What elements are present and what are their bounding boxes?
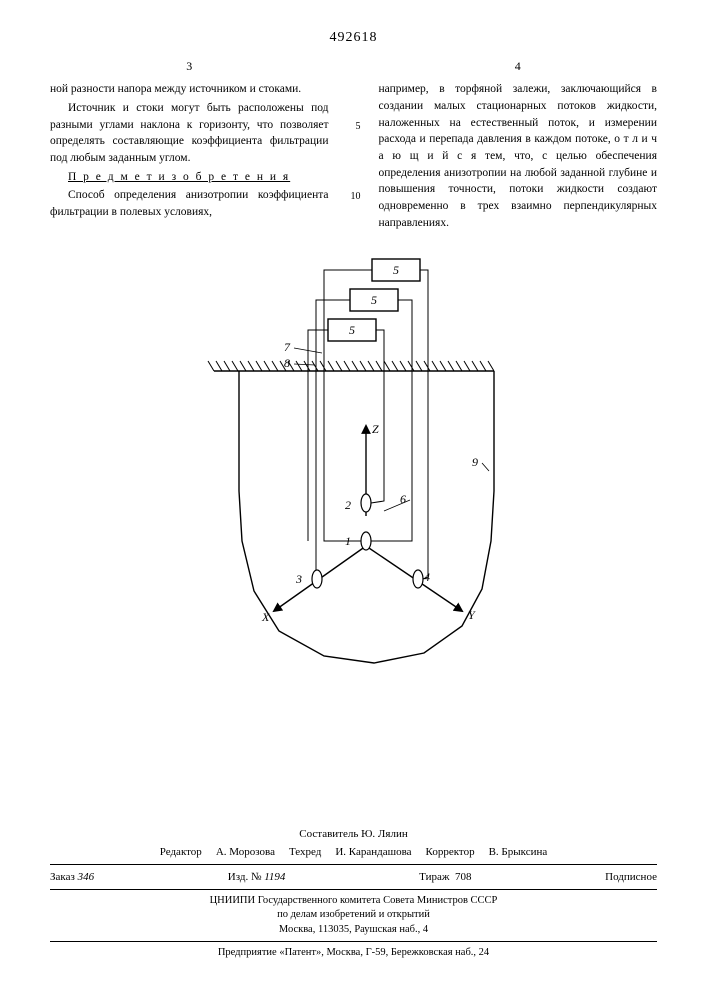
izd-label: Изд. № bbox=[228, 871, 262, 883]
line-num: 10 bbox=[351, 190, 361, 205]
org-line: ЦНИИПИ Государственного комитета Совета … bbox=[50, 894, 657, 908]
svg-text:5: 5 bbox=[349, 323, 355, 337]
line-num: 5 bbox=[356, 120, 361, 135]
svg-text:1: 1 bbox=[345, 534, 351, 548]
org-line: Москва, 113035, Раушская наб., 4 bbox=[50, 923, 657, 937]
right-column: 4 например, в торфяной залежи, заключающ… bbox=[379, 58, 658, 233]
para: ной разности напора между источником и с… bbox=[50, 81, 329, 98]
col-num-right: 4 bbox=[379, 58, 658, 75]
subscription: Подписное bbox=[605, 871, 657, 883]
divider bbox=[50, 941, 657, 942]
claim-heading: П р е д м е т и з о б р е т е н и я bbox=[50, 169, 329, 186]
svg-text:9: 9 bbox=[472, 455, 478, 469]
svg-text:5: 5 bbox=[371, 293, 377, 307]
patent-page: 492618 3 ной разности напора между источ… bbox=[0, 0, 707, 1000]
editor-name: А. Морозова bbox=[216, 846, 275, 858]
svg-text:5: 5 bbox=[393, 263, 399, 277]
izd-value: 1194 bbox=[264, 871, 285, 883]
line-number-gutter: 5 10 bbox=[347, 58, 361, 233]
order-label: Заказ bbox=[50, 871, 75, 883]
tech-name: И. Карандашова bbox=[335, 846, 411, 858]
col-num-left: 3 bbox=[50, 58, 329, 75]
left-column: 3 ной разности напора между источником и… bbox=[50, 58, 329, 233]
org-line: по делам изобретений и открытий bbox=[50, 908, 657, 922]
divider bbox=[50, 889, 657, 890]
tech-label: Техред bbox=[289, 846, 321, 858]
svg-text:3: 3 bbox=[295, 572, 302, 586]
compiler-line: Составитель Ю. Лялин bbox=[50, 828, 657, 840]
org-block: ЦНИИПИ Государственного комитета Совета … bbox=[50, 894, 657, 937]
anisotropy-diagram: 5 5 5 Z X Y 1 2 3 4 6 7 8 9 bbox=[184, 241, 524, 671]
svg-text:X: X bbox=[261, 610, 270, 624]
patent-number: 492618 bbox=[50, 30, 657, 46]
text-columns: 3 ной разности напора между источником и… bbox=[50, 58, 657, 233]
editor-label: Редактор bbox=[160, 846, 202, 858]
corrector-label: Корректор bbox=[426, 846, 475, 858]
tir-label: Тираж bbox=[419, 871, 449, 883]
pub-row: Заказ 346 Изд. № 1194 Тираж 708 Подписно… bbox=[50, 869, 657, 885]
press-line: Предприятие «Патент», Москва, Г-59, Бере… bbox=[50, 946, 657, 960]
para: Способ определения анизотропии коэффицие… bbox=[50, 187, 329, 220]
svg-text:2: 2 bbox=[345, 498, 351, 512]
divider bbox=[50, 864, 657, 865]
svg-text:6: 6 bbox=[400, 492, 406, 506]
svg-text:Z: Z bbox=[372, 422, 379, 436]
order-value: 346 bbox=[78, 871, 95, 883]
para: например, в торфяной залежи, заключающий… bbox=[379, 81, 658, 231]
footer-block: Составитель Ю. Лялин Редактор А. Морозов… bbox=[50, 828, 657, 960]
svg-text:8: 8 bbox=[284, 356, 290, 370]
credit-row: Редактор А. Морозова Техред И. Карандашо… bbox=[50, 846, 657, 858]
tir-value: 708 bbox=[455, 871, 472, 883]
corrector-name: В. Брыксина bbox=[489, 846, 548, 858]
svg-text:7: 7 bbox=[284, 340, 291, 354]
svg-text:Y: Y bbox=[468, 608, 476, 622]
figure-container: 5 5 5 Z X Y 1 2 3 4 6 7 8 9 bbox=[50, 241, 657, 671]
para: Источник и стоки могут быть расположены … bbox=[50, 100, 329, 167]
svg-text:4: 4 bbox=[424, 570, 430, 584]
